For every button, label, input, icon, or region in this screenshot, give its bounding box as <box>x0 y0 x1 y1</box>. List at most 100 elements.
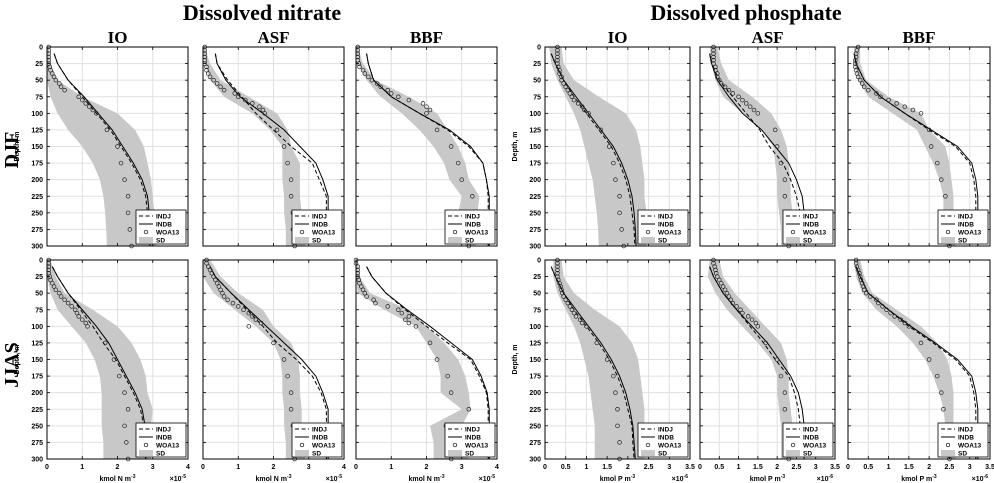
woa13-point <box>53 287 59 293</box>
x-tick-label: 1 <box>80 464 84 471</box>
woa13-point <box>241 307 246 313</box>
woa13-point <box>360 287 366 293</box>
woa13-point <box>586 111 591 116</box>
group-title: Dissolved nitrate <box>183 0 342 25</box>
woa13-point <box>281 144 287 149</box>
x-tick-label: 2 <box>116 464 120 471</box>
woa13-point <box>778 160 784 166</box>
legend-sd-swatch <box>139 237 153 243</box>
x-tick-label: 3 <box>307 464 311 471</box>
woa13-point <box>745 314 751 319</box>
y-tick-label: 250 <box>529 210 541 217</box>
woa13-point <box>580 104 585 109</box>
woa13-point <box>90 107 96 113</box>
woa13-point <box>406 320 412 326</box>
x-scale-label: ×10-5 <box>479 474 496 483</box>
woa13-point <box>582 107 587 113</box>
woa13-point <box>715 71 720 76</box>
woa13-point <box>559 74 564 80</box>
legend-label: INDJ <box>803 213 818 220</box>
woa13-point <box>559 77 564 83</box>
legend-woa13-swatch <box>143 442 149 448</box>
y-tick-label: 75 <box>35 307 43 314</box>
woa13-point <box>898 317 903 322</box>
x-tick-label: 2 <box>425 464 429 471</box>
x-tick-label: 2.5 <box>792 464 802 471</box>
y-tick-label: 125 <box>31 127 43 134</box>
woa13-point <box>575 101 581 106</box>
woa13-point <box>926 357 932 362</box>
woa13-point <box>285 160 290 166</box>
woa13-point <box>79 317 85 322</box>
y-tick-label: 25 <box>35 61 43 68</box>
woa13-point <box>124 440 129 445</box>
woa13-point <box>357 64 362 70</box>
legend-woa13-swatch <box>299 229 305 235</box>
woa13-point <box>83 101 89 106</box>
legend-woa13-swatch <box>790 442 796 448</box>
woa13-point <box>563 297 568 303</box>
legend-woa13-swatch <box>452 442 458 448</box>
legend-label: WOA13 <box>312 229 336 236</box>
legend-label: INDJ <box>658 213 673 220</box>
woa13-point <box>565 87 571 93</box>
y-tick-label: 175 <box>529 374 541 381</box>
woa13-point <box>357 280 362 286</box>
x-tick-label: 0.5 <box>561 464 571 471</box>
woa13-point <box>569 94 575 99</box>
x-scale-label: ×10-6 <box>817 474 834 483</box>
y-tick-label: 150 <box>529 357 541 364</box>
sd-band <box>203 47 306 246</box>
woa13-point <box>713 64 718 70</box>
woa13-point <box>565 300 571 306</box>
woa13-point <box>902 320 908 326</box>
woa13-point <box>211 274 216 279</box>
y-tick-label: 75 <box>533 94 541 101</box>
woa13-point <box>374 81 380 86</box>
legend-label: WOA13 <box>156 442 180 449</box>
legend-sd-swatch <box>641 450 655 456</box>
legend-label: INDJ <box>958 426 973 433</box>
woa13-point <box>563 84 568 90</box>
y-tick-label: 225 <box>31 407 43 414</box>
woa13-point <box>617 194 622 199</box>
woa13-point <box>613 177 618 182</box>
woa13-point <box>611 373 616 379</box>
legend-label: INDJ <box>156 426 171 433</box>
panel-phosphate-io-djf: IO 0 25 50 75 100 125 150 175 200 225 250 275 300 Dept… <box>512 28 691 251</box>
y-axis-label: Depth, m <box>14 345 21 375</box>
x-tick-label: 1 <box>236 464 240 471</box>
woa13-point <box>734 304 739 309</box>
x-tick-label: 0 <box>354 464 358 471</box>
woa13-point <box>427 340 433 346</box>
woa13-point <box>434 127 440 133</box>
woa13-point <box>763 340 768 346</box>
woa13-point <box>366 74 371 80</box>
legend-label: INDB <box>465 434 481 441</box>
y-tick-label: 275 <box>31 440 43 447</box>
legend-label: INDB <box>312 221 328 228</box>
woa13-point <box>236 304 241 309</box>
y-tick-label: 0 <box>39 258 43 265</box>
legend-woa13-swatch <box>299 442 305 448</box>
x-tick-label: 0 <box>846 464 850 471</box>
woa13-point <box>104 127 110 133</box>
woa13-point <box>396 307 401 313</box>
woa13-point <box>125 194 131 199</box>
woa13-point <box>122 390 127 395</box>
woa13-point <box>939 177 944 182</box>
woa13-point <box>257 104 262 109</box>
x-scale-label: ×10-6 <box>972 474 989 483</box>
x-scale-label: ×10-6 <box>672 474 689 483</box>
x-tick-label: 4 <box>495 464 499 471</box>
woa13-point <box>782 407 788 412</box>
woa13-point <box>455 160 461 166</box>
woa13-point <box>218 287 223 293</box>
woa13-point <box>271 340 276 346</box>
woa13-point <box>288 194 294 199</box>
woa13-point <box>57 81 62 86</box>
